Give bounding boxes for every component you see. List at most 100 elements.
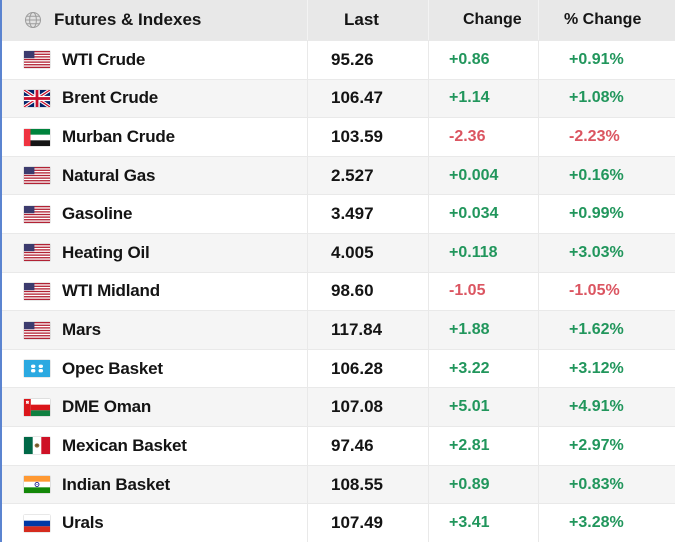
change-value: +0.004 bbox=[428, 156, 538, 195]
col-header-futures-indexes: Futures & Indexes bbox=[2, 0, 307, 40]
pct-change-value: +2.97% bbox=[538, 427, 675, 465]
col-header-last: Last bbox=[307, 0, 428, 40]
change-value: +0.89 bbox=[428, 465, 538, 504]
last-price: 3.497 bbox=[307, 195, 428, 234]
flag-ae-icon bbox=[24, 128, 50, 146]
flag-opec-icon bbox=[24, 360, 50, 378]
last-price: 4.005 bbox=[307, 234, 428, 272]
commodity-name: WTI Midland bbox=[62, 281, 160, 301]
last-price: 2.527 bbox=[307, 156, 428, 195]
change-value: +0.86 bbox=[428, 41, 538, 79]
table-row[interactable]: WTI Crude 95.26 +0.86 +0.91% bbox=[2, 40, 675, 79]
change-value: +0.034 bbox=[428, 195, 538, 234]
table-row[interactable]: Mexican Basket 97.46 +2.81 +2.97% bbox=[2, 426, 675, 465]
last-price: 97.46 bbox=[307, 427, 428, 465]
table-row[interactable]: Brent Crude 106.47 +1.14 +1.08% bbox=[2, 78, 675, 118]
change-value: -1.05 bbox=[428, 272, 538, 311]
commodity-cell: WTI Midland bbox=[2, 273, 307, 311]
last-price: 107.08 bbox=[307, 388, 428, 427]
flag-ru-icon bbox=[24, 514, 50, 532]
table-row[interactable]: Indian Basket 108.55 +0.89 +0.83% bbox=[2, 464, 675, 504]
commodity-cell: Gasoline bbox=[2, 195, 307, 233]
pct-change-value: +0.99% bbox=[538, 195, 675, 234]
table-header: Futures & Indexes Last Change % Change bbox=[2, 0, 675, 40]
table-row[interactable]: Murban Crude 103.59 -2.36 -2.23% bbox=[2, 117, 675, 156]
pct-change-value: +1.08% bbox=[538, 79, 675, 118]
flag-us-icon bbox=[24, 167, 50, 185]
commodity-cell: Opec Basket bbox=[2, 350, 307, 388]
table-row[interactable]: Opec Basket 106.28 +3.22 +3.12% bbox=[2, 348, 675, 388]
commodity-cell: Mexican Basket bbox=[2, 427, 307, 465]
change-value: +5.01 bbox=[428, 388, 538, 427]
last-price: 117.84 bbox=[307, 311, 428, 349]
commodity-cell: Murban Crude bbox=[2, 118, 307, 156]
change-value: +1.88 bbox=[428, 311, 538, 349]
last-price: 98.60 bbox=[307, 272, 428, 311]
last-price: 106.28 bbox=[307, 349, 428, 388]
pct-change-value: +3.03% bbox=[538, 234, 675, 272]
table-row[interactable]: WTI Midland 98.60 -1.05 -1.05% bbox=[2, 271, 675, 311]
commodity-cell: Indian Basket bbox=[2, 466, 307, 504]
flag-us-icon bbox=[24, 205, 50, 223]
change-value: +3.41 bbox=[428, 504, 538, 542]
pct-change-value: -1.05% bbox=[538, 272, 675, 311]
pct-change-value: +0.16% bbox=[538, 156, 675, 195]
flag-in-icon bbox=[24, 476, 50, 493]
commodity-name: Murban Crude bbox=[62, 127, 175, 147]
change-value: -2.36 bbox=[428, 118, 538, 156]
commodity-cell: WTI Crude bbox=[2, 41, 307, 79]
change-value: +2.81 bbox=[428, 427, 538, 465]
flag-us-icon bbox=[24, 244, 50, 262]
flag-us-icon bbox=[24, 282, 50, 300]
pct-change-value: +0.83% bbox=[538, 465, 675, 504]
last-price: 103.59 bbox=[307, 118, 428, 156]
commodity-cell: DME Oman bbox=[2, 388, 307, 426]
pct-change-value: +3.12% bbox=[538, 349, 675, 388]
commodity-name: Heating Oil bbox=[62, 242, 150, 262]
last-price: 95.26 bbox=[307, 41, 428, 79]
flag-uk-icon bbox=[24, 89, 50, 107]
flag-om-icon bbox=[24, 398, 50, 416]
col-header-label: Futures & Indexes bbox=[54, 10, 202, 29]
table-row[interactable]: Mars 117.84 +1.88 +1.62% bbox=[2, 310, 675, 349]
commodity-name: Indian Basket bbox=[62, 474, 170, 494]
commodity-cell: Mars bbox=[2, 311, 307, 349]
commodity-name: Gasoline bbox=[62, 204, 133, 224]
pct-change-value: +3.28% bbox=[538, 504, 675, 542]
pct-change-value: -2.23% bbox=[538, 118, 675, 156]
table-row[interactable]: Natural Gas 2.527 +0.004 +0.16% bbox=[2, 155, 675, 195]
commodity-name: Mexican Basket bbox=[62, 435, 187, 455]
last-price: 106.47 bbox=[307, 79, 428, 118]
commodity-name: Brent Crude bbox=[62, 88, 159, 108]
commodity-cell: Natural Gas bbox=[2, 157, 307, 195]
commodity-cell: Heating Oil bbox=[2, 234, 307, 272]
table-body: WTI Crude 95.26 +0.86 +0.91% Brent Crude… bbox=[2, 40, 675, 542]
pct-change-value: +1.62% bbox=[538, 311, 675, 349]
last-price: 108.55 bbox=[307, 465, 428, 504]
table-row[interactable]: DME Oman 107.08 +5.01 +4.91% bbox=[2, 387, 675, 427]
globe-icon bbox=[24, 11, 42, 29]
col-header-change: Change bbox=[428, 0, 538, 40]
commodity-cell: Brent Crude bbox=[2, 80, 307, 118]
last-price: 107.49 bbox=[307, 504, 428, 542]
commodity-name: Mars bbox=[62, 320, 101, 340]
pct-change-value: +0.91% bbox=[538, 41, 675, 79]
change-value: +3.22 bbox=[428, 349, 538, 388]
flag-mx-icon bbox=[24, 437, 50, 455]
pct-change-value: +4.91% bbox=[538, 388, 675, 427]
table-row[interactable]: Heating Oil 4.005 +0.118 +3.03% bbox=[2, 233, 675, 272]
commodity-name: Natural Gas bbox=[62, 165, 156, 185]
col-header-pct-change: % Change bbox=[538, 0, 675, 40]
commodity-cell: Urals bbox=[2, 504, 307, 542]
change-value: +1.14 bbox=[428, 79, 538, 118]
commodity-name: Urals bbox=[62, 513, 104, 533]
commodity-name: DME Oman bbox=[62, 397, 152, 417]
change-value: +0.118 bbox=[428, 234, 538, 272]
table-row[interactable]: Urals 107.49 +3.41 +3.28% bbox=[2, 503, 675, 542]
commodity-name: WTI Crude bbox=[62, 49, 146, 69]
flag-us-icon bbox=[24, 51, 50, 69]
table-row[interactable]: Gasoline 3.497 +0.034 +0.99% bbox=[2, 194, 675, 234]
commodity-name: Opec Basket bbox=[62, 358, 163, 378]
flag-us-icon bbox=[24, 321, 50, 339]
